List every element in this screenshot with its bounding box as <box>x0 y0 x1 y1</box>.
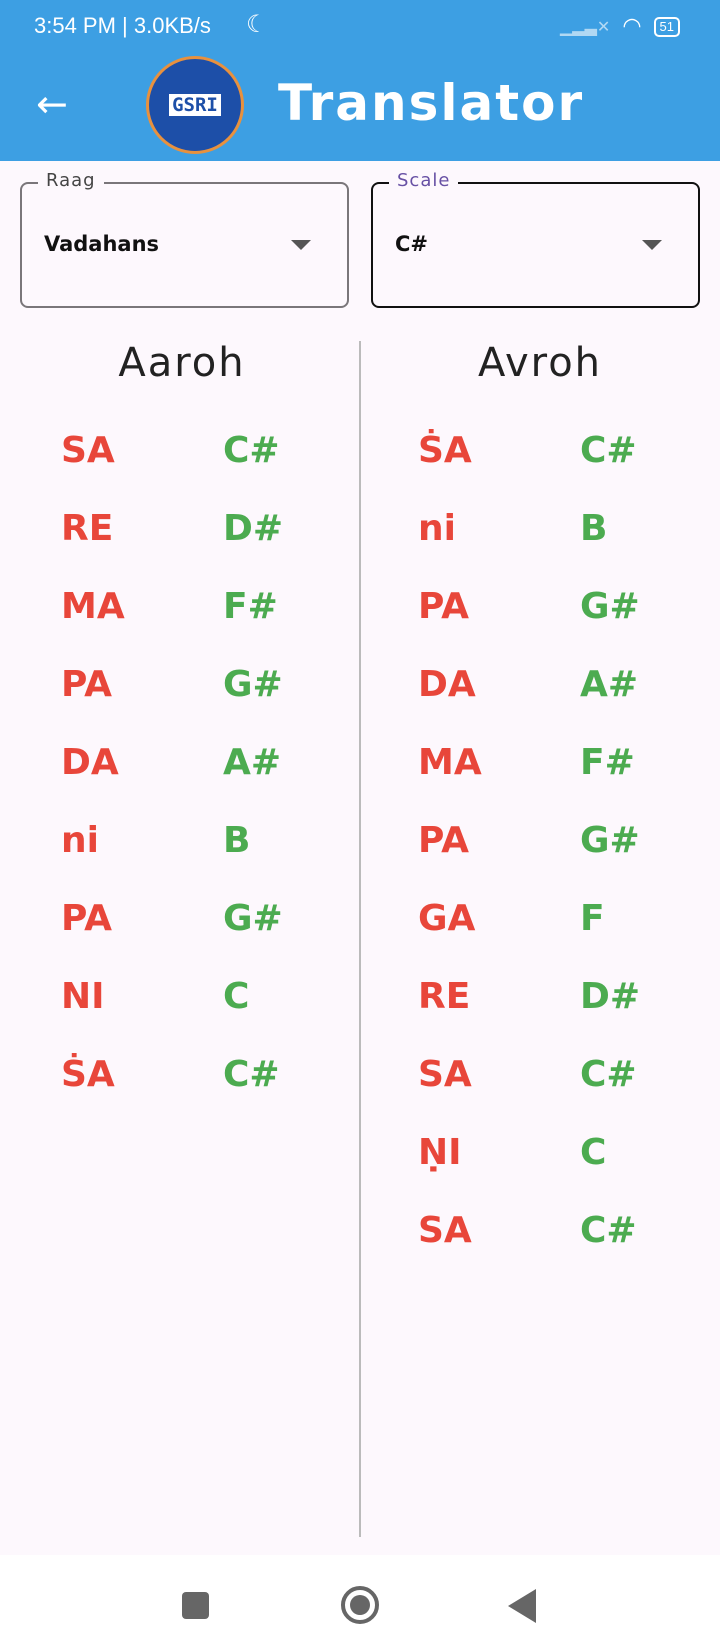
note-row: MA F# <box>61 586 321 646</box>
battery-icon: 51 <box>653 16 680 37</box>
western-note-label: A# <box>223 742 282 783</box>
note-row: RE D# <box>418 976 678 1036</box>
western-note-label: F# <box>580 742 635 783</box>
western-note-label: D# <box>580 976 641 1017</box>
raag-dropdown[interactable]: Raag Vadahans <box>20 170 349 308</box>
swar-label: ṆI <box>418 1132 462 1173</box>
western-note-label: G# <box>223 898 283 939</box>
scale-dropdown[interactable]: Scale C# <box>371 170 700 308</box>
swar-label: MA <box>61 586 125 627</box>
raag-value: Vadahans <box>44 232 160 256</box>
note-row: RE D# <box>61 508 321 568</box>
western-note-label: G# <box>223 664 283 705</box>
note-row: PA G# <box>418 586 678 646</box>
swar-label: GA <box>418 898 476 939</box>
swar-label: RE <box>418 976 471 1017</box>
swar-label: RE <box>61 508 114 549</box>
logo-text: GSRI <box>169 94 221 116</box>
western-note-label: G# <box>580 820 640 861</box>
note-row: ni B <box>61 820 321 880</box>
moon-icon: ☾ <box>246 10 268 38</box>
western-note-label: A# <box>580 664 639 705</box>
scale-label: Scale <box>389 170 459 191</box>
home-button[interactable] <box>341 1586 379 1624</box>
scale-value: C# <box>395 232 429 256</box>
swar-label: SA <box>418 1054 472 1095</box>
note-row: PA G# <box>61 664 321 724</box>
western-note-label: C# <box>580 1210 637 1251</box>
note-row: SA C# <box>418 1054 678 1114</box>
status-time: 3:54 PM | 3.0KB/s <box>34 13 211 38</box>
note-row: ṆI C <box>418 1132 678 1192</box>
western-note-label: B <box>223 820 251 861</box>
raag-label: Raag <box>38 170 104 191</box>
swar-label: PA <box>61 664 112 705</box>
back-button[interactable] <box>508 1589 536 1623</box>
western-note-label: C <box>580 1132 607 1173</box>
swar-label: DA <box>418 664 476 705</box>
swar-label: ni <box>61 820 99 861</box>
swar-label: ṠA <box>61 1054 115 1095</box>
swar-label: MA <box>418 742 482 783</box>
app-logo: GSRI <box>146 56 244 154</box>
app-bar: ← GSRI Translator <box>0 56 720 161</box>
note-row: SA C# <box>61 430 321 490</box>
note-row: PA G# <box>418 820 678 880</box>
wifi-icon: ◠ <box>622 14 642 39</box>
western-note-label: B <box>580 508 608 549</box>
page-title: Translator <box>278 74 585 132</box>
signal-icon: ▁▂▃✕ <box>560 17 611 36</box>
western-note-label: F <box>580 898 605 939</box>
arrow-left-icon[interactable]: ← <box>36 82 68 126</box>
western-note-label: F# <box>223 586 278 627</box>
note-row: NI C <box>61 976 321 1036</box>
navigation-bar <box>0 1555 720 1650</box>
swar-label: PA <box>61 898 112 939</box>
note-row: PA G# <box>61 898 321 958</box>
western-note-label: C# <box>223 1054 280 1095</box>
note-row: ni B <box>418 508 678 568</box>
status-bar: 3:54 PM | 3.0KB/s ☾ ▁▂▃✕ ◠ 51 <box>0 0 720 56</box>
note-row: ṠA C# <box>61 1054 321 1114</box>
aaroh-title: Aaroh <box>118 340 246 386</box>
avroh-title: Avroh <box>477 340 603 386</box>
swar-label: PA <box>418 586 469 627</box>
swar-label: DA <box>61 742 119 783</box>
dropdown-arrow-icon <box>642 240 662 250</box>
swar-label: ṠA <box>418 430 472 471</box>
swar-label: PA <box>418 820 469 861</box>
western-note-label: C# <box>580 430 637 471</box>
note-row: ṠA C# <box>418 430 678 490</box>
western-note-label: C <box>223 976 250 1017</box>
swar-label: NI <box>61 976 105 1017</box>
recents-button[interactable] <box>182 1592 209 1619</box>
western-note-label: C# <box>223 430 280 471</box>
note-row: DA A# <box>61 742 321 802</box>
note-row: MA F# <box>418 742 678 802</box>
western-note-label: C# <box>580 1054 637 1095</box>
western-note-label: G# <box>580 586 640 627</box>
dropdown-arrow-icon <box>291 240 311 250</box>
note-row: GA F <box>418 898 678 958</box>
swar-label: SA <box>418 1210 472 1251</box>
swar-label: ni <box>418 508 456 549</box>
swar-label: SA <box>61 430 115 471</box>
note-row: SA C# <box>418 1210 678 1270</box>
western-note-label: D# <box>223 508 284 549</box>
column-divider <box>359 341 361 1537</box>
note-row: DA A# <box>418 664 678 724</box>
